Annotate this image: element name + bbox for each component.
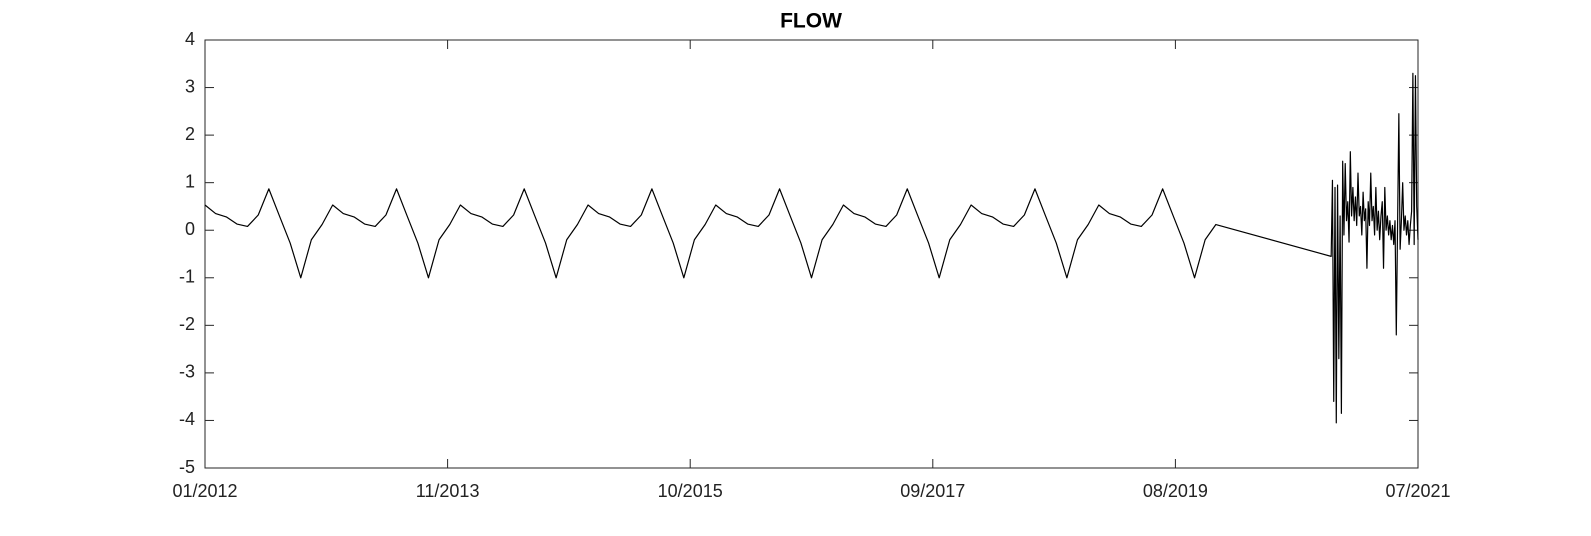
y-tick-label: -4 — [179, 409, 195, 429]
y-tick-label: -2 — [179, 314, 195, 334]
x-tick-label: 10/2015 — [658, 481, 723, 501]
y-tick-label: 1 — [185, 171, 195, 191]
y-tick-label: 2 — [185, 124, 195, 144]
x-tick-label: 01/2012 — [172, 481, 237, 501]
x-tick-label: 08/2019 — [1143, 481, 1208, 501]
data-line — [204, 72, 1419, 424]
x-tick-label: 07/2021 — [1385, 481, 1450, 501]
y-tick-label: -1 — [179, 267, 195, 287]
x-tick-label: 09/2017 — [900, 481, 965, 501]
x-tick-label: 11/2013 — [416, 481, 480, 501]
plot-frame — [204, 39, 1419, 469]
y-tick-label: 0 — [185, 219, 195, 239]
y-tick-label: -3 — [179, 362, 195, 382]
chart-title: FLOW — [780, 10, 842, 33]
y-tick-label: -5 — [179, 457, 195, 477]
y-tick-label: 3 — [185, 76, 195, 96]
y-tick-label: 4 — [185, 29, 195, 49]
